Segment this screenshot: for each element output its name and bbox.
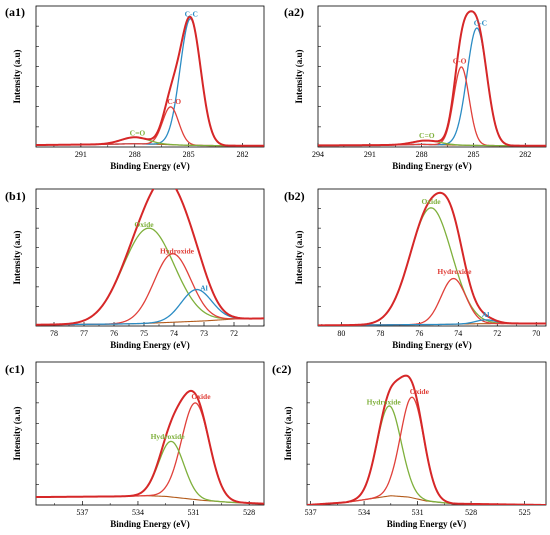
peak-hydroxide — [36, 440, 264, 505]
x-tick-label: 525 — [519, 508, 531, 517]
x-tick-label: 74 — [170, 329, 178, 338]
x-tick-label: 72 — [493, 329, 501, 338]
peak-annotation: Hydroxide — [151, 432, 186, 441]
envelope-line — [36, 189, 264, 326]
peak-hydroxide — [318, 277, 546, 326]
curves — [36, 389, 264, 505]
panel-label: (c2) — [272, 362, 291, 376]
panel-b2: 80 78 76 74 72 70 Binding Energy (eV) Intensity… — [284, 188, 547, 350]
peak-annotation: Hydroxide — [367, 397, 402, 406]
x-tick-label: 76 — [415, 329, 423, 338]
plot-frame — [35, 361, 265, 506]
peak-annotation: Oxide — [421, 197, 441, 206]
peak-annotation: C-O — [167, 97, 181, 106]
peak-annotation: Oxide — [191, 392, 211, 401]
curves — [318, 10, 546, 147]
y-axis-label: Intensity (a.u) — [294, 49, 304, 103]
envelope-line — [307, 374, 546, 505]
x-tick-label: 77 — [80, 329, 88, 338]
panel-a1: 291 288 285 282 Binding Energy (eV) Intensity… — [5, 5, 265, 171]
x-axis-label: Binding Energy (eV) — [392, 161, 472, 171]
x-tick-label: 285 — [467, 150, 479, 159]
peak-annotation: C=O — [130, 128, 146, 137]
x-tick-label: 78 — [376, 329, 384, 338]
panel-a2: 294 291 288 285 282 Binding Energy (eV) Intens… — [284, 5, 547, 171]
y-axis-label: Intensity (a.u) — [294, 230, 304, 284]
panel-label: (a2) — [284, 5, 304, 19]
x-axis-label: Binding Energy (eV) — [387, 519, 467, 529]
x-tick-label: 528 — [465, 508, 477, 517]
x-tick-label: 78 — [50, 329, 58, 338]
x-tick-label: 285 — [183, 150, 195, 159]
panel-c2: 537 534 531 528 525 Binding Energy (eV) Intens… — [272, 361, 547, 529]
plot-frame — [317, 5, 547, 148]
panel-c1: 537 534 531 528 Binding Energy (eV) Intensity… — [5, 361, 265, 529]
curves — [36, 189, 264, 326]
panel-label: (b2) — [284, 189, 305, 203]
x-axis-label: Binding Energy (eV) — [392, 340, 472, 350]
peak-c-c — [36, 17, 264, 147]
x-tick-label: 531 — [188, 508, 200, 517]
x-tick-label: 76 — [110, 329, 118, 338]
peak-annotation: Oxide — [410, 387, 430, 396]
x-tick-label: 73 — [200, 329, 208, 338]
y-axis-label: Intensity (a.u) — [12, 230, 22, 284]
peak-annotation: Al — [482, 310, 490, 319]
x-tick-label: 282 — [236, 150, 248, 159]
x-tick-label: 291 — [75, 150, 87, 159]
peak-annotation: Hydroxide — [160, 247, 195, 256]
curves — [318, 191, 546, 326]
plot-frame — [317, 188, 547, 327]
peak-annotation: Oxide — [134, 220, 154, 229]
peak-annotation: Al — [200, 283, 208, 292]
peak-annotation: C-O — [453, 56, 467, 65]
x-tick-label: 282 — [519, 150, 531, 159]
envelope-line — [36, 389, 264, 505]
x-tick-label: 537 — [76, 508, 88, 517]
x-axis-label: Binding Energy (eV) — [110, 340, 190, 350]
y-axis-label: Intensity (a.u) — [12, 49, 22, 103]
x-axis-label: Binding Energy (eV) — [110, 519, 190, 529]
x-tick-label: 537 — [305, 508, 317, 517]
x-tick-label: 294 — [312, 150, 324, 159]
x-tick-label: 288 — [416, 150, 428, 159]
panel-label: (a1) — [5, 5, 25, 19]
y-axis-label: Intensity (a.u) — [12, 406, 22, 460]
x-axis-label: Binding Energy (eV) — [110, 161, 190, 171]
x-tick-label: 80 — [337, 329, 345, 338]
x-tick-label: 74 — [454, 329, 462, 338]
x-tick-label: 531 — [412, 508, 424, 517]
envelope-line — [318, 10, 546, 147]
x-tick-label: 70 — [532, 329, 540, 338]
peak-annotation: Hydroxide — [437, 267, 472, 276]
peak-oxide — [36, 402, 264, 505]
x-tick-label: 288 — [129, 150, 141, 159]
plot-frame — [306, 361, 547, 506]
x-tick-label: 75 — [140, 329, 148, 338]
plot-frame — [35, 188, 265, 327]
peak-c-c — [318, 27, 546, 147]
curves — [36, 15, 264, 147]
envelope-line — [36, 15, 264, 147]
panel-label: (c1) — [5, 362, 24, 376]
envelope-line — [318, 191, 546, 326]
peak-annotation: C=O — [419, 131, 435, 140]
peak-annotation: C-C — [185, 9, 198, 18]
curves — [307, 374, 546, 505]
peak-al — [36, 288, 264, 326]
peak-oxide — [36, 227, 264, 326]
y-axis-label: Intensity (a.u) — [283, 406, 293, 460]
panel-b1: 78 77 76 75 74 73 72 Binding Energy (eV) Intensi… — [5, 188, 265, 350]
peak-annotation: C-C — [474, 19, 487, 28]
peak-oxide — [318, 207, 546, 326]
x-tick-label: 72 — [230, 329, 238, 338]
plot-frame — [35, 5, 265, 148]
x-tick-label: 528 — [243, 508, 255, 517]
x-tick-label: 534 — [132, 508, 144, 517]
x-tick-label: 291 — [364, 150, 376, 159]
x-tick-label: 534 — [358, 508, 370, 517]
panel-label: (b1) — [5, 189, 26, 203]
